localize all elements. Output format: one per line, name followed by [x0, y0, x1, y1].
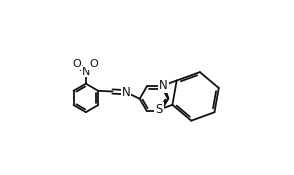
Text: N: N	[122, 86, 130, 99]
Text: N: N	[82, 66, 90, 77]
Text: O: O	[89, 60, 98, 69]
Text: N: N	[159, 79, 168, 92]
Text: O: O	[72, 60, 81, 69]
Text: S: S	[155, 103, 163, 116]
